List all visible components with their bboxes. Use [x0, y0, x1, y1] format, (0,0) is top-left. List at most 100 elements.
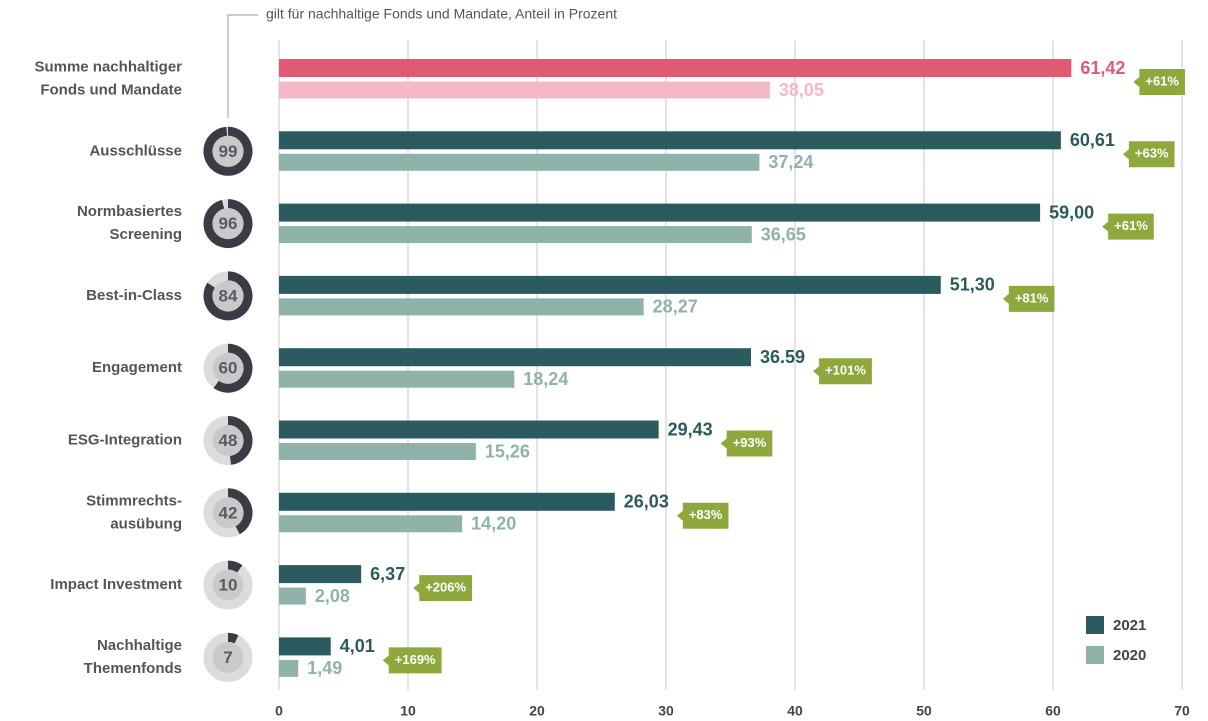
value-label: 37,24 — [768, 152, 813, 172]
bar — [279, 659, 299, 677]
change-badge-label: +61% — [1145, 73, 1179, 88]
x-tick-label: 20 — [529, 703, 545, 719]
value-label: 2,08 — [315, 586, 350, 606]
category-label: Summe nachhaltiger — [34, 58, 182, 75]
value-label: 26,03 — [624, 492, 669, 512]
value-label: 28,27 — [653, 297, 698, 317]
share-arc — [227, 560, 243, 573]
bar — [279, 131, 1061, 150]
value-label: 29,43 — [668, 419, 713, 439]
x-tick-label: 60 — [1045, 703, 1061, 719]
bar — [279, 370, 515, 388]
change-badge — [382, 647, 442, 674]
bar — [279, 275, 941, 294]
x-tick-label: 70 — [1174, 703, 1190, 719]
value-label: 36.59 — [760, 347, 805, 367]
bar — [279, 443, 476, 460]
category-label: ESG-Integration — [68, 431, 182, 448]
bar — [279, 203, 1041, 222]
bar — [279, 515, 463, 533]
legend-swatch — [1086, 616, 1104, 634]
share-arc — [203, 271, 253, 321]
bar — [279, 637, 331, 656]
x-tick-label: 50 — [916, 703, 932, 719]
share-label: 42 — [219, 503, 238, 522]
change-badge — [1002, 285, 1055, 312]
x-tick-label: 10 — [400, 703, 416, 719]
category-label: Themenfonds — [84, 660, 182, 677]
bar — [279, 59, 1072, 77]
share-center — [212, 497, 244, 529]
value-label: 59,00 — [1049, 202, 1094, 222]
category-label: Ausschlüsse — [89, 142, 182, 159]
share-label: 96 — [219, 214, 238, 233]
bar — [279, 420, 659, 439]
category-label: Screening — [109, 226, 182, 243]
category-label: Normbasiertes — [77, 203, 182, 220]
change-badge-label: +61% — [1114, 218, 1148, 233]
bar — [279, 565, 362, 584]
x-tick-label: 40 — [787, 703, 803, 719]
bar — [279, 348, 752, 367]
x-tick-label: 30 — [658, 703, 674, 719]
value-label: 15,26 — [485, 441, 530, 461]
share-label: 60 — [219, 359, 238, 378]
share-label: 7 — [223, 648, 232, 667]
value-label: 1,49 — [307, 658, 342, 678]
change-badge-label: +206% — [425, 580, 466, 595]
bar — [279, 226, 752, 244]
share-arc — [203, 126, 253, 176]
change-badge-label: +63% — [1135, 146, 1169, 161]
share-center — [212, 280, 244, 312]
share-center — [212, 352, 244, 384]
share-center — [212, 208, 244, 240]
change-badge — [1133, 69, 1185, 95]
change-badge — [1102, 213, 1154, 240]
share-center — [212, 425, 244, 456]
subtitle-bracket — [227, 14, 258, 118]
change-badge-label: +81% — [1015, 290, 1049, 305]
bar — [279, 587, 306, 605]
category-label: Impact Investment — [50, 576, 182, 593]
share-arc — [213, 343, 253, 393]
value-label: 6,37 — [370, 564, 405, 584]
share-center — [212, 135, 244, 167]
x-tick-label: 0 — [275, 703, 283, 719]
value-label: 51,30 — [950, 275, 995, 295]
value-label: 36,65 — [761, 224, 806, 244]
category-label: Best-in-Class — [86, 287, 182, 304]
category-label: Engagement — [92, 359, 182, 376]
category-label: ausübung — [110, 515, 182, 532]
change-badge-label: +169% — [395, 652, 436, 667]
subtitle: gilt für nachhaltige Fonds und Mandate, … — [266, 6, 617, 22]
legend-swatch — [1086, 646, 1104, 664]
legend-label: 2021 — [1113, 617, 1146, 634]
value-label: 60,61 — [1070, 130, 1115, 150]
share-label: 10 — [219, 576, 238, 595]
value-label: 14,20 — [471, 514, 516, 534]
category-label: Fonds und Mandate — [40, 81, 182, 98]
change-badge — [813, 358, 872, 385]
share-label: 99 — [219, 142, 238, 161]
category-label: Stimmrechts- — [86, 492, 182, 509]
change-badge — [413, 575, 473, 602]
change-badge — [1122, 141, 1175, 168]
change-badge-label: +101% — [825, 363, 866, 378]
share-arc — [227, 416, 253, 465]
share-arc — [203, 199, 253, 249]
category-label: Nachhaltige — [97, 637, 182, 654]
value-label: 61,42 — [1080, 58, 1125, 78]
share-center — [212, 569, 244, 601]
change-badge — [676, 502, 729, 529]
share-label: 48 — [219, 431, 238, 450]
share-arc — [227, 488, 253, 535]
value-label: 4,01 — [340, 636, 375, 656]
change-badge — [720, 430, 773, 457]
value-label: 18,24 — [523, 369, 568, 389]
bar — [279, 153, 760, 171]
bar — [279, 81, 770, 99]
change-badge-label: +83% — [689, 507, 723, 522]
change-badge-label: +93% — [733, 435, 767, 450]
bar — [279, 298, 644, 316]
